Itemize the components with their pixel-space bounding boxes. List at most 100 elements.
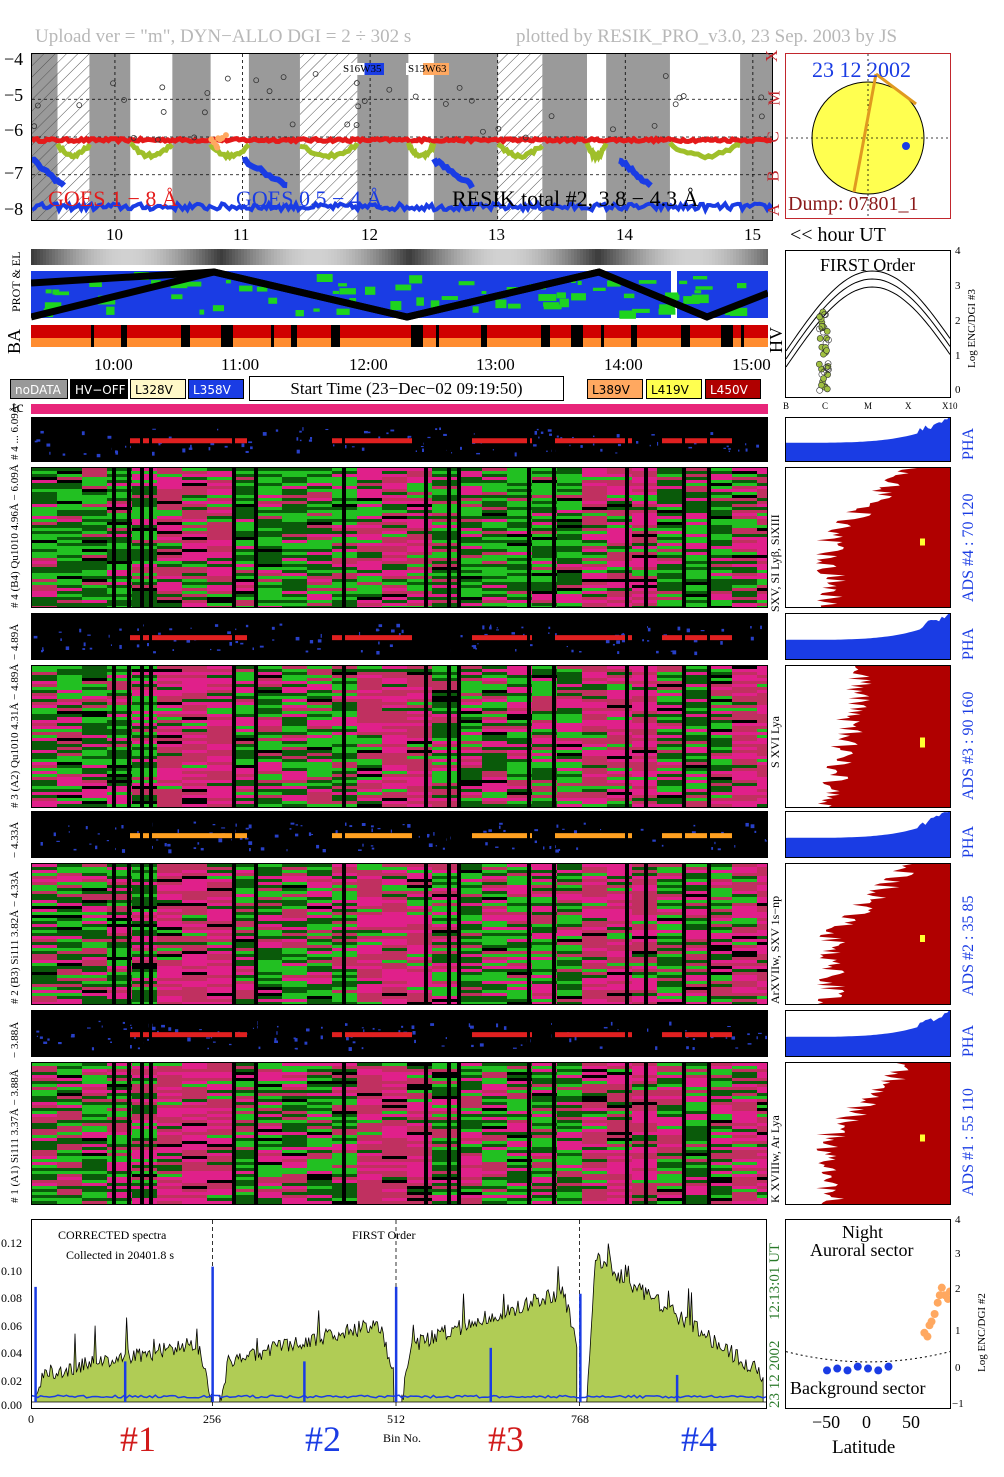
heatmap-cell (57, 888, 82, 891)
heatmap-cell (232, 597, 257, 600)
heatmap-cell (182, 759, 207, 762)
heatmap-cell (457, 732, 482, 735)
heatmap-cell (482, 576, 507, 579)
heatmap-cell (57, 774, 82, 777)
pha-speck (229, 641, 234, 646)
heatmap-cell (82, 744, 107, 747)
heatmap-cell (507, 738, 532, 741)
heatmap-cell (82, 807, 107, 808)
heatmap-cell (757, 513, 767, 516)
heatmap-cell (257, 873, 282, 876)
heatmap-cell (182, 888, 207, 891)
heatmap-cell (282, 792, 307, 795)
first-order-curve (786, 278, 950, 360)
heatmap-cell (82, 735, 107, 738)
prot-el-stripe (475, 249, 478, 265)
heatmap-cell (607, 501, 632, 504)
heatmap-cell (432, 678, 457, 681)
orbit-green-region (664, 292, 679, 301)
heatmap-cell (357, 768, 382, 771)
heatmap-cell (757, 672, 767, 675)
prot-el-stripe (682, 249, 685, 265)
heatmap-cell (357, 564, 382, 567)
heatmap-cell (532, 891, 557, 894)
heatmap-cell (207, 780, 232, 783)
heatmap-cell (182, 558, 207, 561)
prot-el-stripe (529, 249, 532, 265)
heatmap-cell (232, 579, 257, 582)
heatmap-cell (432, 591, 457, 594)
prot-el-stripe (106, 249, 109, 265)
heatmap-cell (657, 606, 682, 607)
heatmap-cell (457, 669, 482, 672)
heatmap-cell (607, 753, 632, 756)
heatmap-cell (282, 912, 307, 915)
heatmap-cell (357, 516, 382, 519)
badge-nodata: noDATA (10, 379, 68, 399)
heatmap-cell (732, 726, 757, 729)
heatmap-cell (282, 957, 307, 960)
heatmap-cell (57, 507, 82, 510)
heatmap-cell (57, 702, 82, 705)
heatmap-cell (157, 597, 182, 600)
pha-speck (244, 837, 249, 840)
first-order-point (818, 381, 825, 389)
heatmap-cell (207, 963, 232, 966)
heatmap-cell (207, 876, 232, 879)
heatmap-cell (282, 930, 307, 933)
heatmap-cell (32, 489, 57, 492)
heatmap-cell (457, 783, 482, 786)
heatmap-cell (707, 600, 732, 603)
heatmap-cell (707, 930, 732, 933)
heatmap-cell (207, 894, 232, 897)
heatmap-gap (644, 666, 648, 807)
heatmap-cell (457, 966, 482, 969)
heatmap-cell (582, 675, 607, 678)
heatmap-cell (382, 924, 407, 927)
heatmap-cell (257, 519, 282, 522)
heatmap-cell (582, 780, 607, 783)
heatmap-cell (232, 555, 257, 558)
heatmap-cell (157, 735, 182, 738)
heatmap-cell (132, 546, 157, 549)
heatmap-cell (657, 960, 682, 963)
prot-el-stripe (697, 249, 700, 265)
heatmap-cell (732, 519, 757, 522)
heatmap-cell (407, 753, 432, 756)
heatmap-cell (732, 600, 757, 603)
heatmap-cell (207, 483, 232, 486)
heatmap-cell (657, 582, 682, 585)
prot-el-stripe (580, 249, 583, 265)
heatmap-cell (432, 723, 457, 726)
heatmap-cell (582, 567, 607, 570)
pha-gap (625, 614, 628, 659)
resik-outlier-point (130, 135, 137, 141)
heatmap-cell (707, 738, 732, 741)
heatmap-cell (107, 975, 132, 978)
heatmap-cell (557, 942, 582, 945)
heatmap-cell (507, 960, 532, 963)
heatmap-cell (557, 972, 582, 975)
prot-el-stripe (538, 249, 541, 265)
heatmap-cell (582, 924, 607, 927)
prot-el-stripe (451, 249, 454, 265)
heatmap-cell (507, 930, 532, 933)
heatmap-cell (482, 570, 507, 573)
heatmap-cell (732, 924, 757, 927)
heatmap-cell (507, 576, 532, 579)
heatmap-cell (757, 525, 767, 528)
heatmap-cell (132, 798, 157, 801)
heatmap-cell (657, 780, 682, 783)
heatmap-cell (707, 489, 732, 492)
heatmap-cell (82, 555, 107, 558)
heatmap-cell (532, 948, 557, 951)
heatmap-cell (407, 558, 432, 561)
heatmap-cell (157, 909, 182, 912)
pha-gap (342, 614, 345, 659)
prot-el-stripe (103, 249, 106, 265)
heatmap-cell (107, 969, 132, 972)
heatmap-cell (707, 723, 732, 726)
heatmap-cell (257, 780, 282, 783)
heatmap-cell (532, 954, 557, 957)
pha-speck (81, 431, 85, 436)
